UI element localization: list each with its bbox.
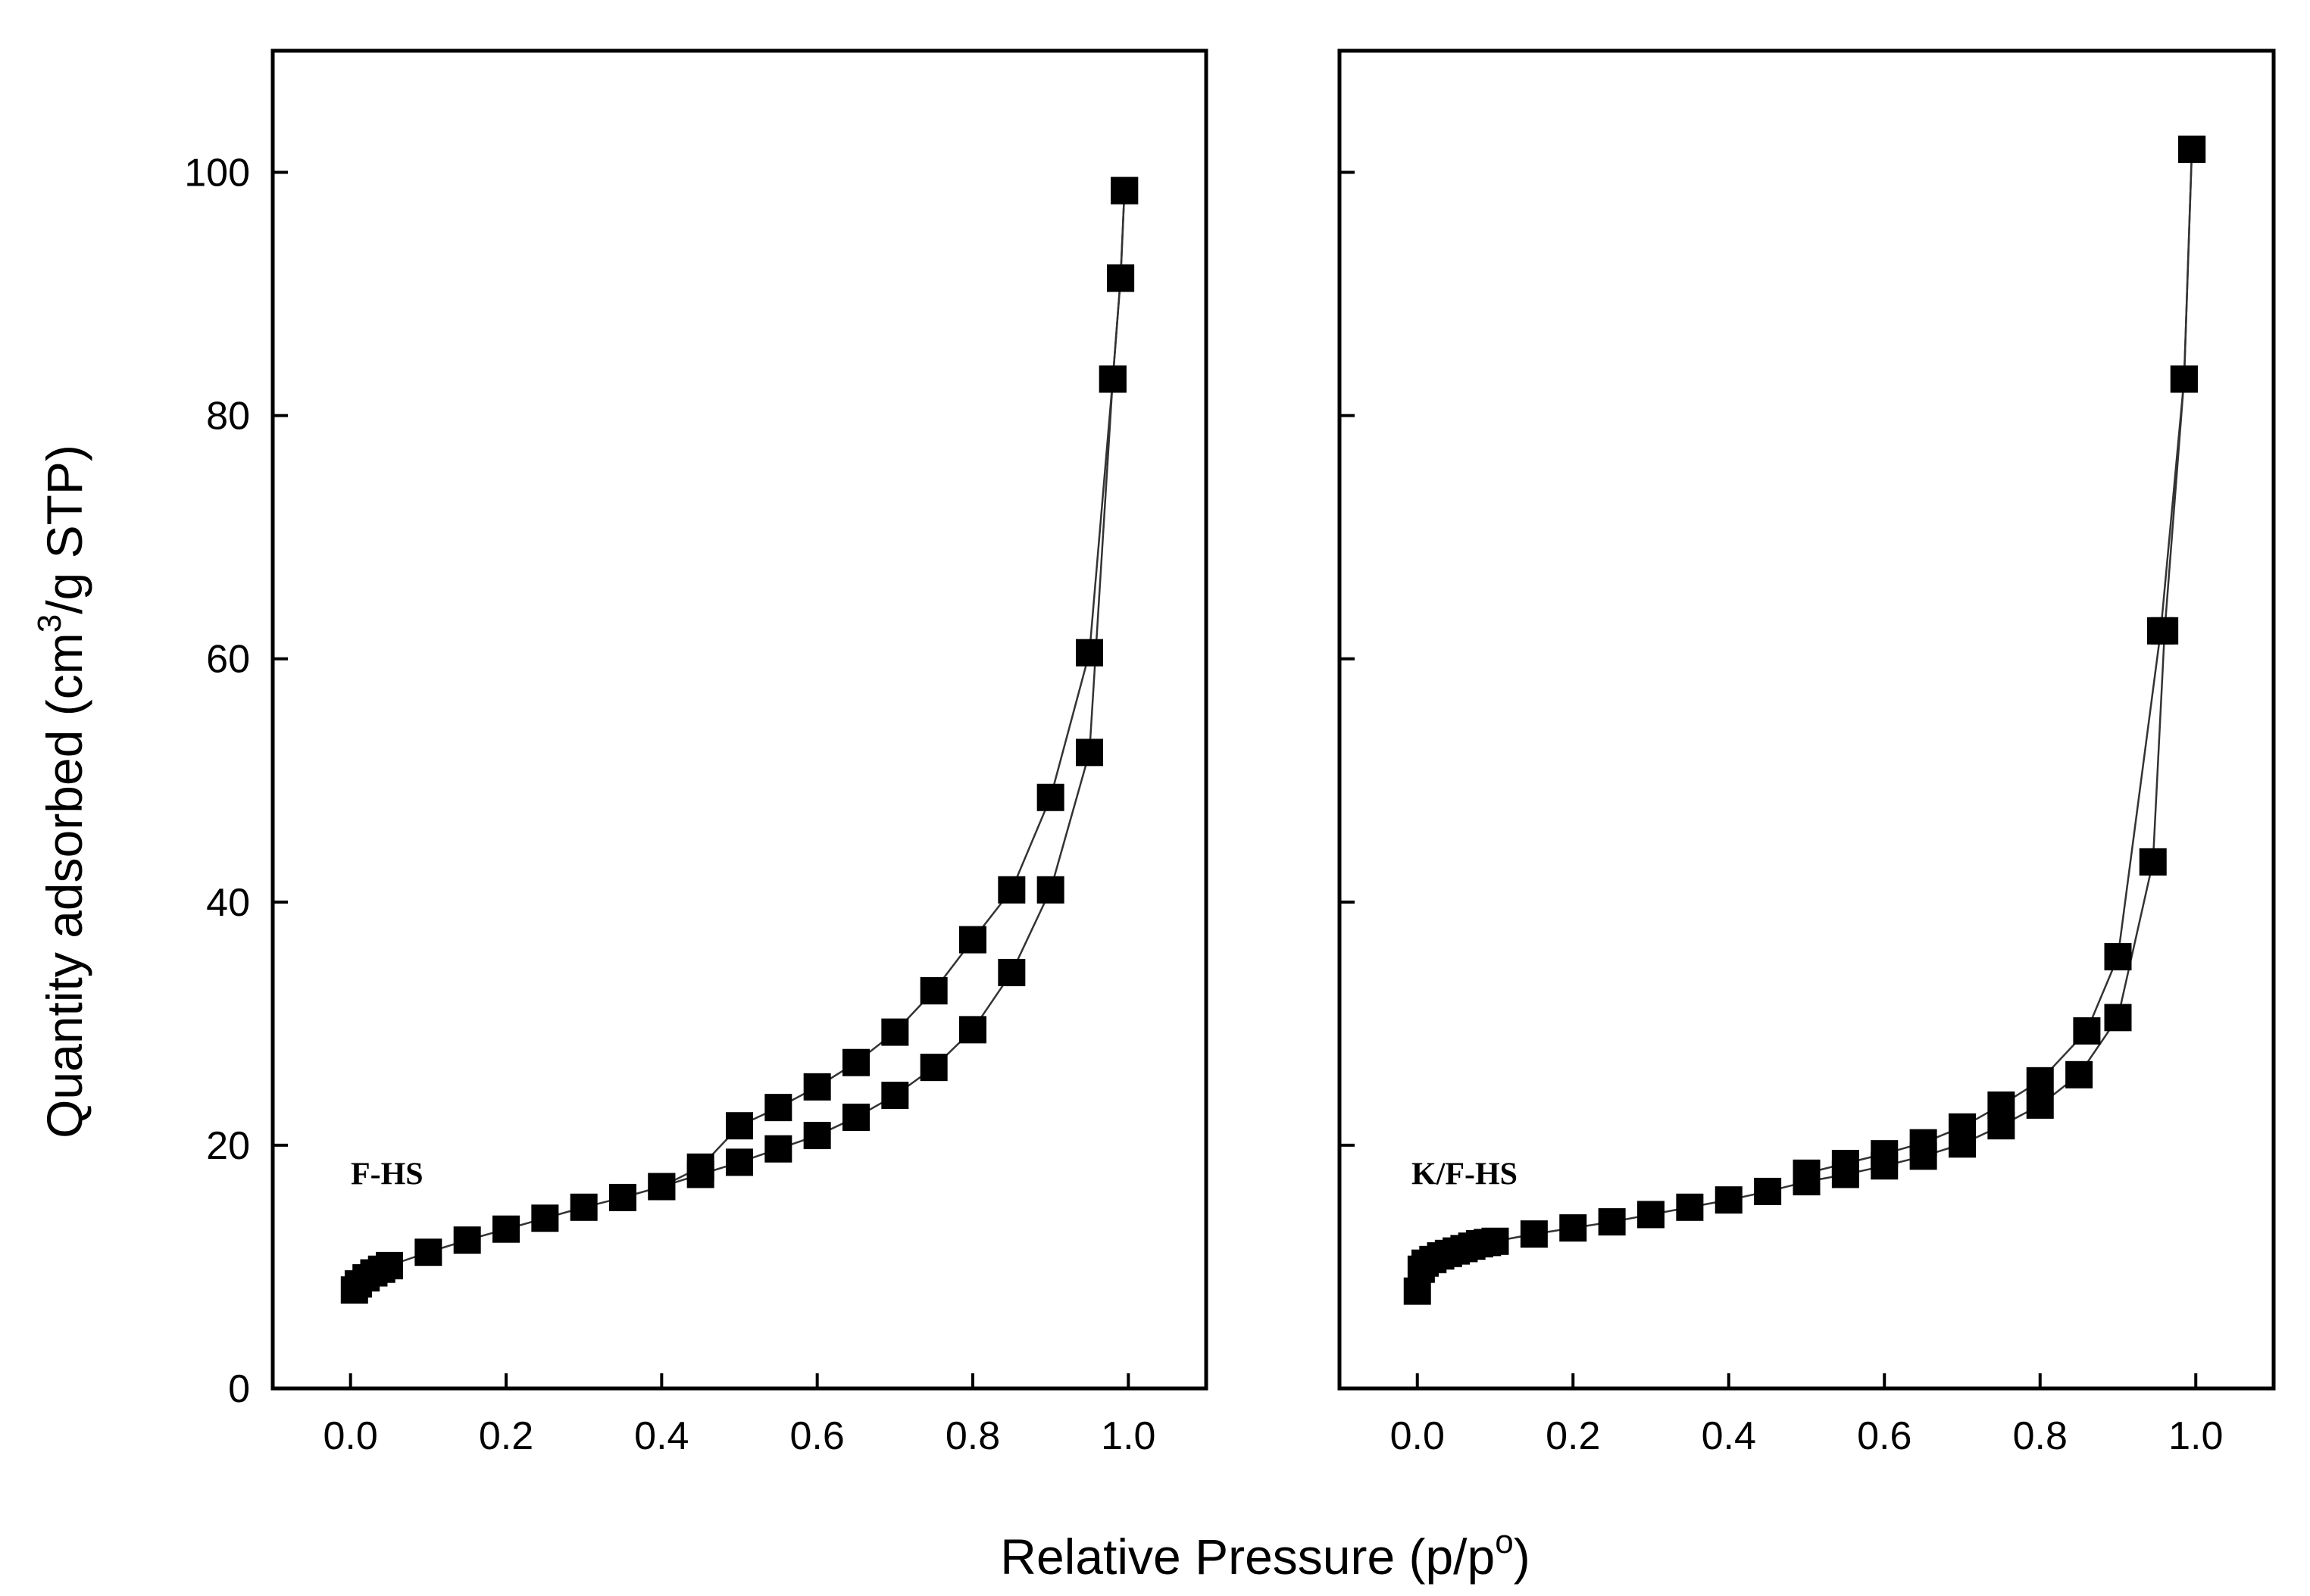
panel-kf-hs: 0.0 0.2 0.4 0.6 0.8 1.0 K/F-HS	[1337, 48, 2276, 1458]
plot-frame	[1337, 48, 2276, 1391]
adsorption-point	[1481, 1227, 1509, 1255]
adsorption-point	[1715, 1186, 1743, 1214]
panel-label: K/F-HS	[1411, 1157, 1518, 1192]
desorption-point	[764, 1094, 792, 1122]
desorption-point	[1831, 1149, 1859, 1177]
x-tick-label: 0.4	[634, 1414, 689, 1458]
desorption-point	[2026, 1067, 2054, 1095]
adsorption-line	[1416, 148, 2193, 1291]
desorption-point	[1871, 1140, 1899, 1168]
y-tick-label: 40	[206, 881, 250, 925]
adsorption-point	[998, 958, 1026, 986]
adsorption-point	[764, 1135, 792, 1163]
x-tick-label: 0.0	[1390, 1414, 1445, 1458]
desorption-point	[803, 1073, 831, 1101]
x-tick-label: 0.0	[324, 1414, 378, 1458]
y-tick-label: 20	[206, 1124, 250, 1168]
y-tick-label: 0	[228, 1367, 250, 1411]
desorption-point	[648, 1173, 676, 1201]
adsorption-point	[453, 1226, 481, 1254]
y-axis-title: Quantity adsorbed (cm3/g STP)	[31, 445, 92, 1138]
desorption-point	[1793, 1159, 1821, 1187]
adsorption-point	[570, 1193, 598, 1221]
desorption-point	[2104, 943, 2132, 971]
desorption-point	[1036, 783, 1064, 811]
y-tick-label: 80	[206, 395, 250, 439]
adsorption-point	[2065, 1060, 2093, 1088]
adsorption-point	[1637, 1201, 1665, 1229]
x-tick-label: 0.6	[790, 1414, 845, 1458]
x-tick-label: 0.2	[1546, 1414, 1600, 1458]
adsorption-point	[531, 1204, 559, 1232]
adsorption-point	[1676, 1193, 1704, 1221]
adsorption-point	[492, 1215, 520, 1243]
desorption-point	[1111, 176, 1139, 205]
adsorption-point	[1076, 739, 1103, 767]
desorption-point	[1949, 1113, 1976, 1141]
adsorption-point	[920, 1054, 948, 1082]
adsorption-point	[1559, 1214, 1587, 1242]
desorption-point	[920, 977, 948, 1005]
adsorption-point	[881, 1082, 909, 1110]
desorption-point	[1076, 639, 1103, 667]
adsorption-point	[2139, 848, 2167, 876]
desorption-point	[842, 1048, 870, 1076]
panel-f-hs: 0.0 0.2 0.4 0.6 0.8 1.0 0 20 40 60 80 100 F-HS	[184, 48, 1208, 1458]
x-axis-title-superscript: o	[1495, 1523, 1513, 1560]
x-tick-label: 1.0	[2168, 1414, 2223, 1458]
adsorption-point	[2026, 1091, 2054, 1119]
x-tick-label: 0.8	[2013, 1414, 2068, 1458]
desorption-point	[2073, 1017, 2101, 1045]
desorption-point	[2147, 617, 2175, 645]
desorption-point	[998, 876, 1026, 904]
x-tick-label: 0.6	[1857, 1414, 1911, 1458]
adsorption-point	[803, 1122, 831, 1150]
x-tick-label: 1.0	[1101, 1414, 1155, 1458]
desorption-point	[1107, 264, 1135, 292]
desorption-point	[726, 1112, 753, 1140]
desorption-point	[959, 926, 986, 954]
adsorption-point	[1754, 1177, 1782, 1205]
x-axis-title: Relative Pressure (p/po)	[1000, 1523, 1530, 1585]
adsorption-point	[1520, 1220, 1548, 1248]
desorption-point	[2170, 365, 2198, 393]
adsorption-point	[1598, 1208, 1626, 1236]
desorption-point	[1987, 1091, 2015, 1119]
x-tick-label: 0.2	[479, 1414, 533, 1458]
adsorption-point	[842, 1103, 870, 1131]
panel-label: F-HS	[351, 1157, 424, 1192]
adsorption-point	[726, 1148, 753, 1176]
x-tick-label: 0.4	[1702, 1414, 1756, 1458]
desorption-point	[2178, 136, 2206, 164]
desorption-line	[1806, 148, 2193, 1175]
x-tick-label: 0.8	[946, 1414, 1000, 1458]
adsorption-point	[376, 1251, 403, 1279]
adsorption-point	[959, 1016, 986, 1044]
desorption-point	[1909, 1129, 1937, 1157]
y-axis-title-superscript: 3	[31, 614, 68, 632]
adsorption-point	[609, 1183, 636, 1211]
desorption-point	[881, 1018, 909, 1046]
y-tick-label: 60	[206, 638, 250, 682]
plot-frame	[270, 48, 1208, 1391]
adsorption-point	[1036, 876, 1064, 904]
desorption-point	[1099, 365, 1127, 393]
adsorption-point	[414, 1238, 442, 1266]
y-tick-label: 100	[184, 151, 250, 195]
desorption-point	[686, 1153, 714, 1181]
adsorption-point	[2104, 1004, 2132, 1032]
